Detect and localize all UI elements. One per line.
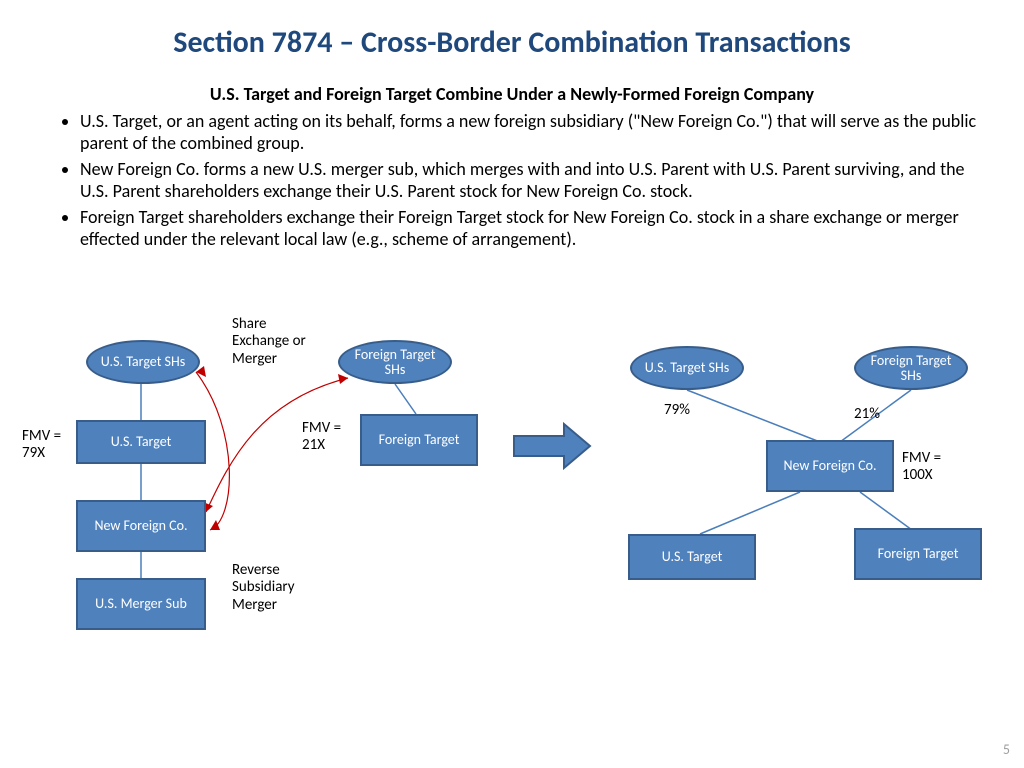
label-share-exchange: Share Exchange or Merger — [232, 316, 312, 368]
node-us-target-shs-left: U.S. Target SHs — [86, 340, 200, 384]
node-new-foreign-co-right: New Foreign Co. — [766, 440, 894, 492]
label-79-percent: 79% — [664, 402, 690, 419]
node-us-target-right: U.S. Target — [628, 534, 756, 580]
node-us-merger-sub: U.S. Merger Sub — [76, 578, 206, 630]
bullet-item: Foreign Target shareholders exchange the… — [80, 207, 984, 251]
label-fmv-100x: FMV = 100X — [902, 450, 962, 485]
label-fmv-79x: FMV = 79X — [22, 428, 76, 463]
label-reverse-merger: Reverse Subsidiary Merger — [232, 562, 322, 614]
diagram-area: U.S. Target SHs Foreign Target SHs U.S. … — [0, 310, 1024, 730]
label-fmv-21x: FMV = 21X — [302, 420, 356, 455]
node-new-foreign-co-left: New Foreign Co. — [76, 500, 206, 552]
bullet-list: U.S. Target, or an agent acting on its b… — [56, 111, 984, 251]
node-foreign-target-shs-left: Foreign Target SHs — [338, 340, 452, 384]
node-us-target-left: U.S. Target — [76, 420, 206, 464]
subtitle: U.S. Target and Foreign Target Combine U… — [0, 83, 1024, 105]
bullet-item: New Foreign Co. forms a new U.S. merger … — [80, 159, 984, 203]
page-title: Section 7874 – Cross-Border Combination … — [0, 0, 1024, 61]
label-21-percent: 21% — [854, 406, 880, 423]
node-us-target-shs-right: U.S. Target SHs — [630, 346, 744, 390]
node-foreign-target-shs-right: Foreign Target SHs — [854, 346, 968, 390]
bullet-item: U.S. Target, or an agent acting on its b… — [80, 111, 984, 155]
page-number: 5 — [1003, 741, 1010, 758]
node-foreign-target-right: Foreign Target — [854, 528, 982, 580]
node-foreign-target-left: Foreign Target — [360, 414, 478, 466]
